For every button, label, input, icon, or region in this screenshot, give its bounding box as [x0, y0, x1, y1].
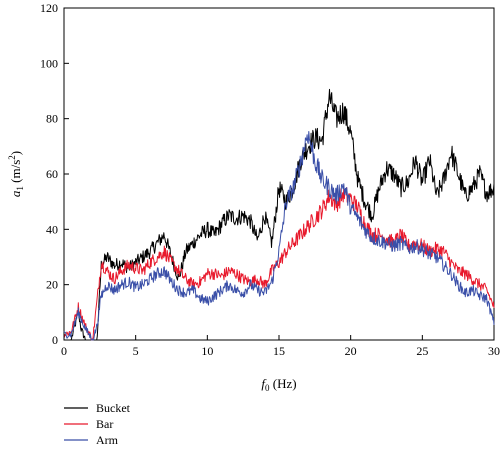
y-axis-sub: 1 — [15, 186, 25, 191]
x-axis-title: f0 (Hz) — [261, 376, 296, 393]
y-axis-unit-pre: (m/s — [8, 160, 23, 186]
legend-label-arm: Arm — [96, 433, 119, 447]
x-tick-label: 25 — [416, 344, 428, 358]
x-axis-unit: (Hz) — [270, 376, 297, 391]
series-line-arm — [63, 131, 495, 341]
y-tick-label: 40 — [46, 222, 58, 236]
legend-label-bar: Bar — [96, 417, 113, 431]
y-tick-label: 20 — [46, 278, 58, 292]
series-layer — [63, 88, 495, 341]
y-axis-var: a — [8, 190, 23, 197]
x-tick-label: 0 — [61, 344, 67, 358]
series-line-bar — [63, 185, 495, 341]
x-tick-label: 20 — [345, 344, 357, 358]
y-tick-label: 80 — [46, 112, 58, 126]
x-tick-label: 10 — [201, 344, 213, 358]
y-tick-label: 60 — [46, 167, 58, 181]
plot-area — [63, 7, 495, 341]
x-tick-label: 5 — [133, 344, 139, 358]
x-axis-var: f — [261, 376, 267, 391]
y-tick-label: 0 — [52, 333, 58, 347]
legend: Bucket Bar Arm — [64, 401, 131, 447]
y-axis-unit-sup: 2 — [7, 155, 17, 160]
y-tick-label: 100 — [40, 56, 58, 70]
x-tick-label: 15 — [273, 344, 285, 358]
x-axis-sub: 0 — [265, 383, 270, 393]
y-axis-unit-post: ) — [8, 151, 23, 155]
x-tick-label: 30 — [488, 344, 500, 358]
y-axis-title: a1 (m/s2) — [7, 151, 25, 197]
ticks-layer: 0 5 10 15 20 25 30 0 20 40 60 80 100 120 — [40, 1, 500, 358]
series-line-bucket — [64, 88, 495, 341]
legend-label-bucket: Bucket — [96, 401, 131, 415]
y-tick-label: 120 — [40, 1, 58, 15]
